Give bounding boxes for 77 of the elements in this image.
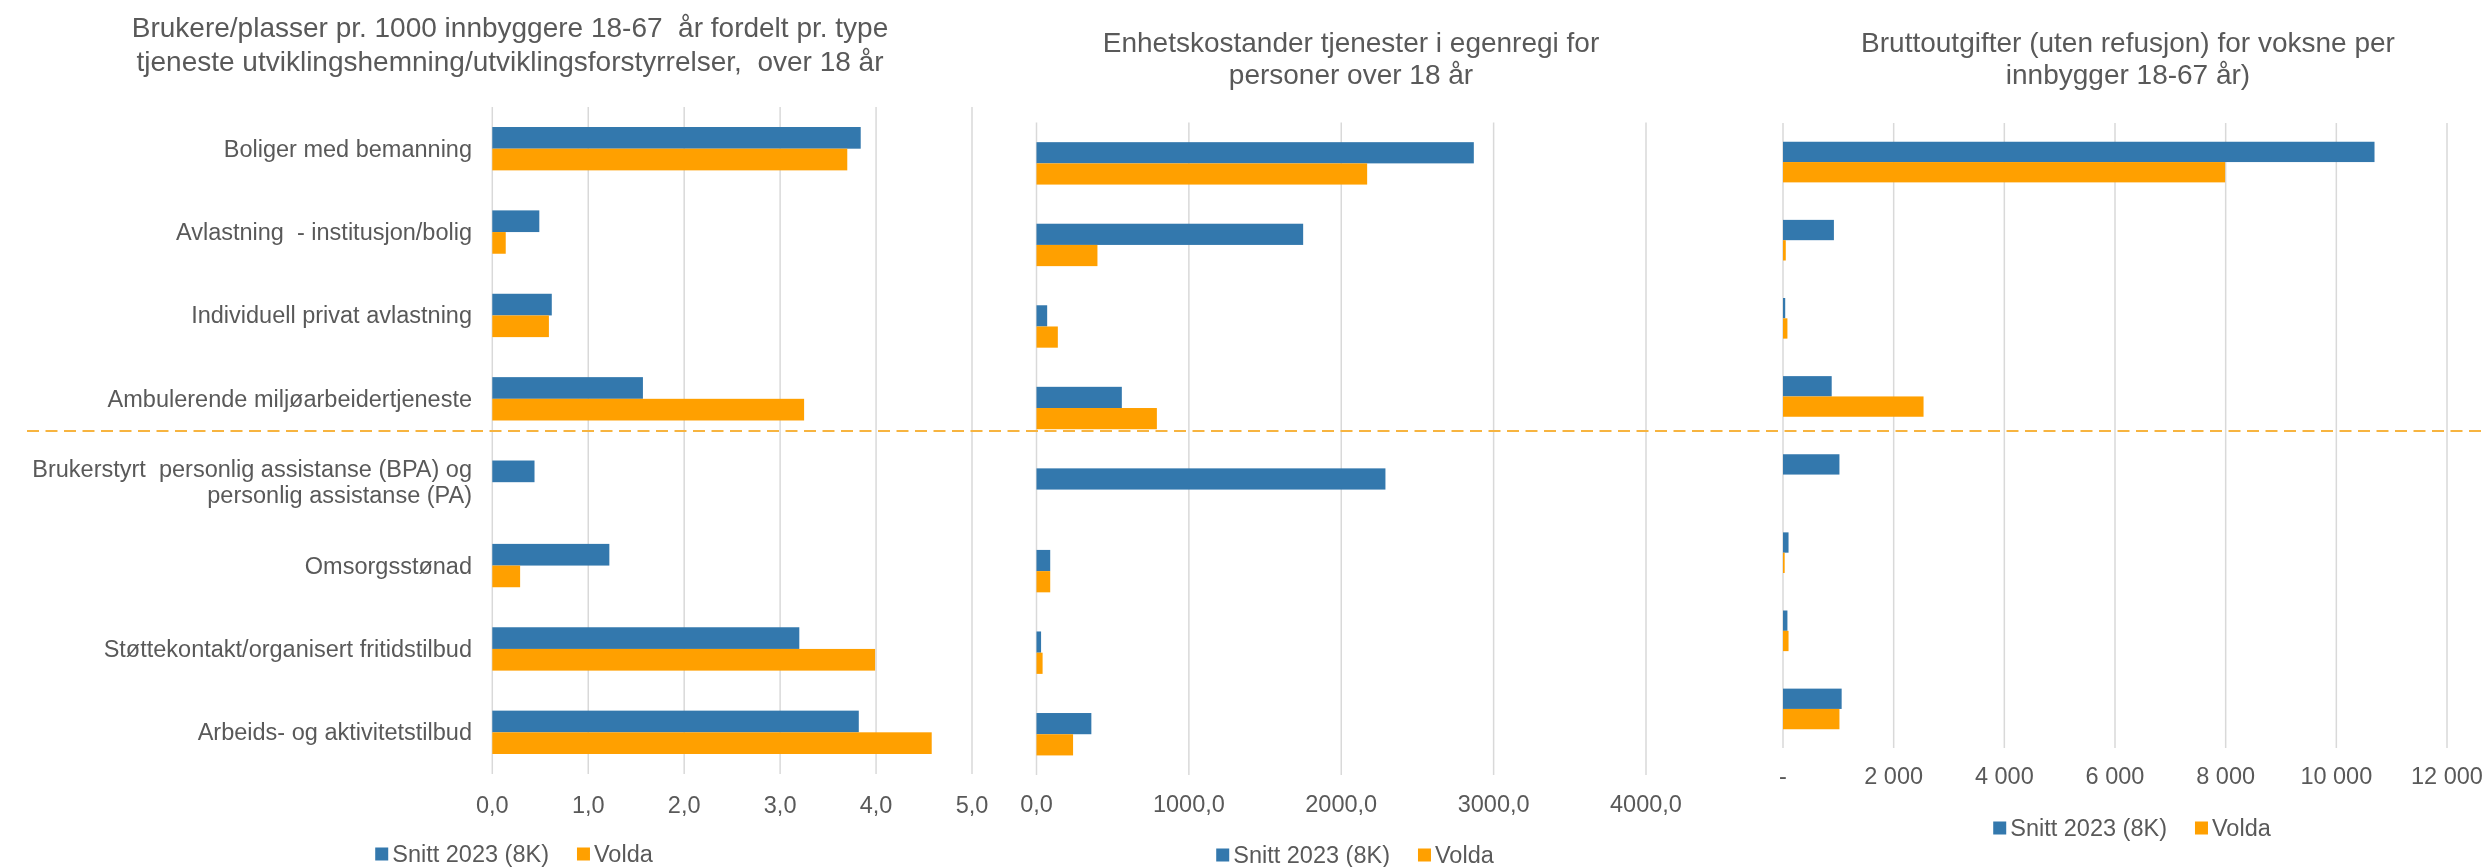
- bar: [1036, 468, 1386, 490]
- bar: [1783, 376, 1832, 397]
- bar: [1036, 549, 1051, 572]
- bar: [1783, 396, 1924, 417]
- y-tick-label: Arbeids- og aktivitetstilbud: [197, 719, 472, 746]
- chart-title: Enhetskostander tjenester i egenregi for personer over 18 år: [1102, 26, 1600, 90]
- x-tick-label: 3000,0: [1457, 791, 1530, 817]
- bar: [492, 127, 861, 149]
- bar: [1036, 734, 1074, 756]
- bar: [492, 648, 876, 671]
- bar: [1036, 142, 1474, 164]
- bar: [492, 377, 643, 399]
- x-tick-label: 5,0: [955, 792, 989, 818]
- bar: [1036, 571, 1051, 593]
- y-tick-label: Ambulerende miljøarbeidertjeneste: [107, 385, 472, 412]
- bar: [1783, 141, 2375, 163]
- bar: [1036, 386, 1122, 409]
- bar: [1783, 688, 1842, 709]
- bar: [1783, 162, 2226, 183]
- x-tick-label: 6 000: [2085, 763, 2145, 789]
- bar: [492, 543, 610, 566]
- bar: [1036, 652, 1043, 674]
- x-tick-label: 0,0: [1020, 791, 1053, 817]
- y-tick-label: Støttekontakt/organisert fritidstilbud: [103, 635, 472, 662]
- x-tick-label: -: [1779, 763, 1787, 789]
- legend-label: Volda: [1434, 842, 1495, 867]
- x-tick-label: 2000,0: [1305, 791, 1378, 817]
- x-tick-label: 10 000: [2300, 763, 2373, 789]
- bar: [492, 398, 805, 421]
- legend-label: Snitt 2023 (8K): [2010, 815, 2167, 841]
- x-tick-label: 4000,0: [1610, 791, 1682, 817]
- y-tick-label: Omsorgsstønad: [304, 552, 472, 579]
- x-tick-label: 12 000: [2411, 763, 2483, 789]
- bar: [1783, 219, 1834, 241]
- legend-label: Snitt 2023 (8K): [392, 841, 549, 867]
- bar: [1036, 223, 1304, 245]
- x-tick-label: 3,0: [763, 792, 797, 818]
- bar: [492, 232, 506, 254]
- legend-label: Snitt 2023 (8K): [1233, 842, 1390, 867]
- bar: [492, 710, 859, 733]
- bar: [1036, 408, 1157, 430]
- bar: [1036, 163, 1368, 185]
- x-tick-label: 2 000: [1864, 763, 1924, 789]
- bar: [492, 148, 848, 171]
- bar: [492, 315, 549, 338]
- x-tick-label: 8 000: [2196, 763, 2256, 789]
- x-tick-label: 2,0: [667, 792, 701, 818]
- bar: [492, 210, 540, 233]
- bar: [492, 565, 521, 588]
- bar: [492, 460, 535, 483]
- bar: [1783, 532, 1789, 553]
- x-tick-label: 4 000: [1974, 763, 2034, 789]
- bar: [1783, 318, 1788, 339]
- bar: [1783, 708, 1840, 730]
- bar: [492, 293, 552, 316]
- bar: [492, 732, 932, 754]
- bar: [1036, 305, 1048, 327]
- x-tick-label: 4,0: [859, 792, 893, 818]
- chart-title: Brukere/plasser pr. 1000 innbyggere 18-67 år fordelt pr. type tjeneste utviklingshemning/utviklingsforstyrrelser, over 18 år: [131, 11, 889, 77]
- bar: [1036, 713, 1092, 735]
- x-tick-label: 0,0: [475, 792, 509, 818]
- x-tick-label: 1000,0: [1152, 791, 1225, 817]
- y-tick-label: Brukerstyrt personlig assistanse (BPA) og personlig assistanse (PA): [32, 455, 472, 509]
- bar: [1783, 630, 1789, 652]
- y-tick-label: Avlastning - institusjon/bolig: [175, 219, 472, 246]
- bar: [492, 627, 800, 649]
- y-tick-label: Individuell privat avlastning: [191, 302, 472, 329]
- y-tick-label: Boliger med bemanning: [223, 135, 472, 162]
- legend-label: Volda: [593, 841, 654, 867]
- bar: [1036, 244, 1098, 267]
- bar: [1783, 240, 1786, 261]
- chart-title: Bruttoutgifter (uten refusjon) for voksne per innbygger 18-67 år): [1861, 26, 2395, 90]
- x-tick-label: 1,0: [571, 792, 605, 818]
- bar: [1036, 631, 1042, 653]
- legend-label: Volda: [2211, 815, 2272, 841]
- bar: [1036, 326, 1058, 348]
- bar: [1783, 454, 1840, 475]
